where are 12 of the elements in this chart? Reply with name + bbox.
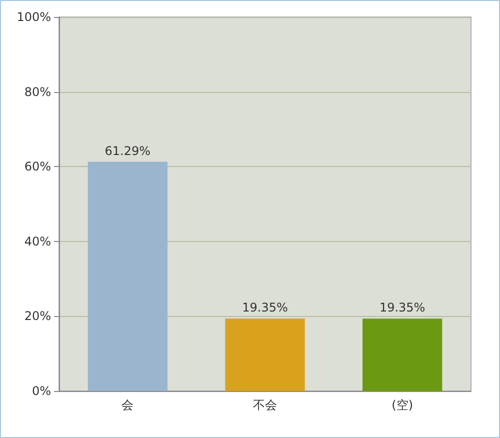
data-label: 19.35%	[242, 300, 288, 315]
y-tick-label: 20%	[24, 309, 51, 324]
y-tick-label: 0%	[32, 384, 51, 398]
y-tick-label: 80%	[24, 84, 51, 99]
x-tick-label: 不会	[253, 398, 277, 412]
data-label: 61.29%	[104, 144, 151, 158]
data-label: 19.35%	[379, 300, 426, 315]
y-tick-label: 40%	[24, 234, 51, 248]
y-tick-label: 100%	[16, 10, 51, 24]
x-tick-label: (空)	[392, 398, 414, 412]
y-tick-label: 60%	[24, 160, 51, 174]
x-tick-label: 会	[122, 398, 134, 412]
